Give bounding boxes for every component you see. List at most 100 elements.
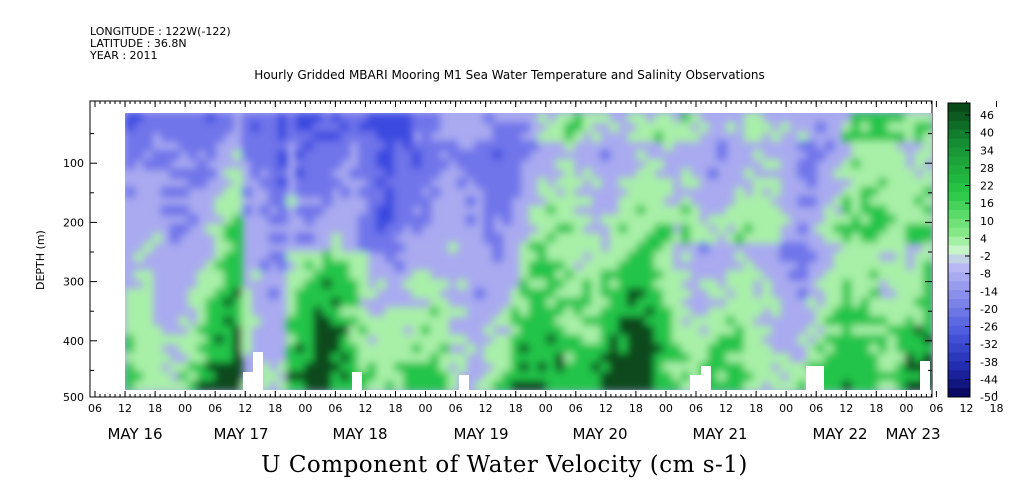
heatmap-cell xyxy=(340,186,351,198)
heatmap-cell xyxy=(654,113,665,124)
heatmap-cell xyxy=(654,288,665,299)
heatmap-cell xyxy=(331,149,342,161)
heatmap-cell xyxy=(322,149,333,161)
heatmap-cell xyxy=(501,306,512,318)
heatmap-cell xyxy=(600,279,611,290)
heatmap-cell xyxy=(537,214,548,225)
heatmap-cell xyxy=(636,196,647,207)
heatmap-cell xyxy=(824,325,835,336)
heatmap-cell xyxy=(492,242,503,253)
heatmap-cell xyxy=(376,223,387,235)
heatmap-cell xyxy=(187,371,198,382)
heatmap-cell xyxy=(349,122,360,133)
heatmap-cell xyxy=(752,205,763,216)
heatmap-cell xyxy=(896,353,907,364)
heatmap-cell xyxy=(905,205,916,216)
heatmap-cell xyxy=(420,214,432,225)
x-date-label: MAY 19 xyxy=(453,425,508,443)
colorbar-label: 4 xyxy=(980,232,987,245)
heatmap-cell xyxy=(734,214,745,225)
heatmap-cell xyxy=(869,362,880,373)
heatmap-cell xyxy=(824,233,835,244)
heatmap-cell xyxy=(133,297,145,309)
heatmap-cell xyxy=(618,214,629,225)
heatmap-cell xyxy=(680,269,692,281)
heatmap-cell xyxy=(761,371,772,382)
heatmap-cell xyxy=(716,306,727,318)
heatmap-cell xyxy=(142,380,154,390)
heatmap-cell xyxy=(573,122,584,133)
heatmap-cell xyxy=(223,353,234,364)
heatmap-cell xyxy=(743,380,754,390)
heatmap-cell xyxy=(600,149,611,161)
heatmap-cell xyxy=(151,334,163,346)
heatmap-cell xyxy=(734,251,745,262)
heatmap-cell xyxy=(241,186,252,198)
heatmap-cell xyxy=(546,380,557,390)
heatmap-cell xyxy=(582,279,593,290)
heatmap-cell xyxy=(205,223,216,235)
heatmap-cell xyxy=(385,223,396,235)
heatmap-cell xyxy=(402,306,414,318)
heatmap-cell xyxy=(914,131,925,142)
heatmap-cell xyxy=(573,233,584,244)
heatmap-cell xyxy=(277,251,288,262)
heatmap-cell xyxy=(160,131,172,142)
heatmap-cell xyxy=(797,251,808,262)
heatmap-cell xyxy=(385,380,396,390)
heatmap-cell xyxy=(411,269,423,281)
heatmap-cell xyxy=(322,260,333,272)
heatmap-cell xyxy=(905,353,916,364)
heatmap-cell xyxy=(582,316,593,327)
heatmap-cell xyxy=(752,353,763,364)
heatmap-cell xyxy=(716,288,727,299)
heatmap-cell xyxy=(340,122,351,133)
heatmap-cell xyxy=(492,316,503,327)
heatmap-cell xyxy=(160,149,172,161)
heatmap-cell xyxy=(671,205,683,216)
heatmap-cell xyxy=(555,260,566,272)
heatmap-cell xyxy=(833,362,844,373)
heatmap-cell xyxy=(322,380,333,390)
heatmap-cell xyxy=(367,140,378,152)
heatmap-cell xyxy=(205,362,216,373)
heatmap-cell xyxy=(196,113,207,124)
heatmap-cell xyxy=(824,269,835,281)
heatmap-cell xyxy=(142,113,154,124)
heatmap-cell xyxy=(573,362,584,373)
heatmap-cell xyxy=(851,297,862,309)
heatmap-cell xyxy=(779,362,790,373)
heatmap-cell xyxy=(447,140,458,152)
heatmap-cell xyxy=(358,159,369,170)
heatmap-cell xyxy=(367,196,378,207)
heatmap-cell xyxy=(654,131,665,142)
heatmap-cell xyxy=(196,297,207,309)
heatmap-cell xyxy=(716,371,727,382)
heatmap-cell xyxy=(663,205,674,216)
heatmap-cell xyxy=(680,205,692,216)
heatmap-cell xyxy=(878,242,889,253)
heatmap-cell xyxy=(555,122,566,133)
heatmap-cell xyxy=(205,122,216,133)
heatmap-cell xyxy=(680,233,692,244)
heatmap-cell xyxy=(896,306,907,318)
heatmap-cell xyxy=(286,380,297,390)
heatmap-cell xyxy=(483,205,494,216)
heatmap-cell xyxy=(322,306,333,318)
colorbar-swatch xyxy=(948,201,970,211)
heatmap-cell xyxy=(734,205,745,216)
heatmap-cell xyxy=(187,325,198,336)
heatmap-cell xyxy=(142,122,154,133)
heatmap-cell xyxy=(492,177,503,189)
heatmap-cell xyxy=(178,186,189,198)
heatmap-cell xyxy=(367,233,378,244)
heatmap-cell xyxy=(573,131,584,142)
heatmap-cell xyxy=(125,371,136,382)
heatmap-cell xyxy=(438,279,449,290)
heatmap-cell xyxy=(385,353,396,364)
heatmap-cell xyxy=(340,269,351,281)
heatmap-cell xyxy=(600,251,611,262)
heatmap-cell xyxy=(331,113,342,124)
heatmap-cell xyxy=(133,113,145,124)
heatmap-cell xyxy=(645,260,656,272)
